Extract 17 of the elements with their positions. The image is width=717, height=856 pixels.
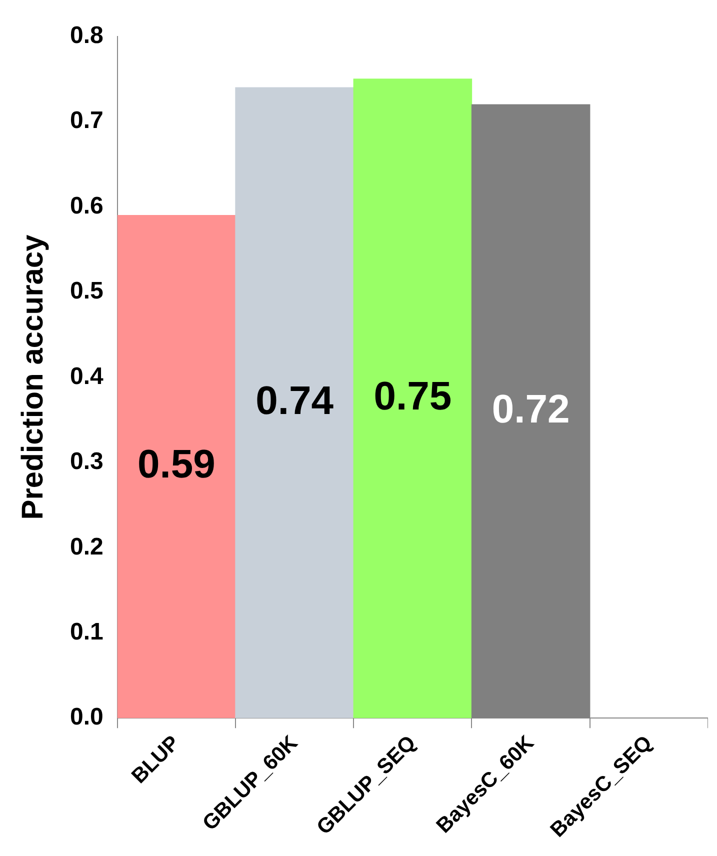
y-tick-label: 0.0 (70, 704, 104, 731)
data-label: 0.75 (374, 374, 452, 419)
y-tick-label: 0.8 (70, 22, 104, 50)
y-tick-label: 0.4 (70, 362, 104, 390)
y-tick-label: 0.3 (70, 448, 104, 476)
bar (117, 215, 236, 718)
y-tick-label: 0.5 (70, 278, 104, 305)
y-tick-label: 0.6 (70, 192, 104, 220)
y-axis-title: Prediction accuracy (16, 234, 50, 520)
data-label: 0.72 (492, 387, 570, 432)
data-label: 0.74 (256, 378, 334, 423)
data-label: 0.59 (137, 442, 216, 487)
y-tick-label: 0.1 (70, 618, 104, 646)
bar (235, 87, 354, 718)
bar (353, 78, 472, 718)
y-tick-label: 0.2 (70, 533, 104, 560)
y-tick-label: 0.7 (70, 107, 104, 134)
